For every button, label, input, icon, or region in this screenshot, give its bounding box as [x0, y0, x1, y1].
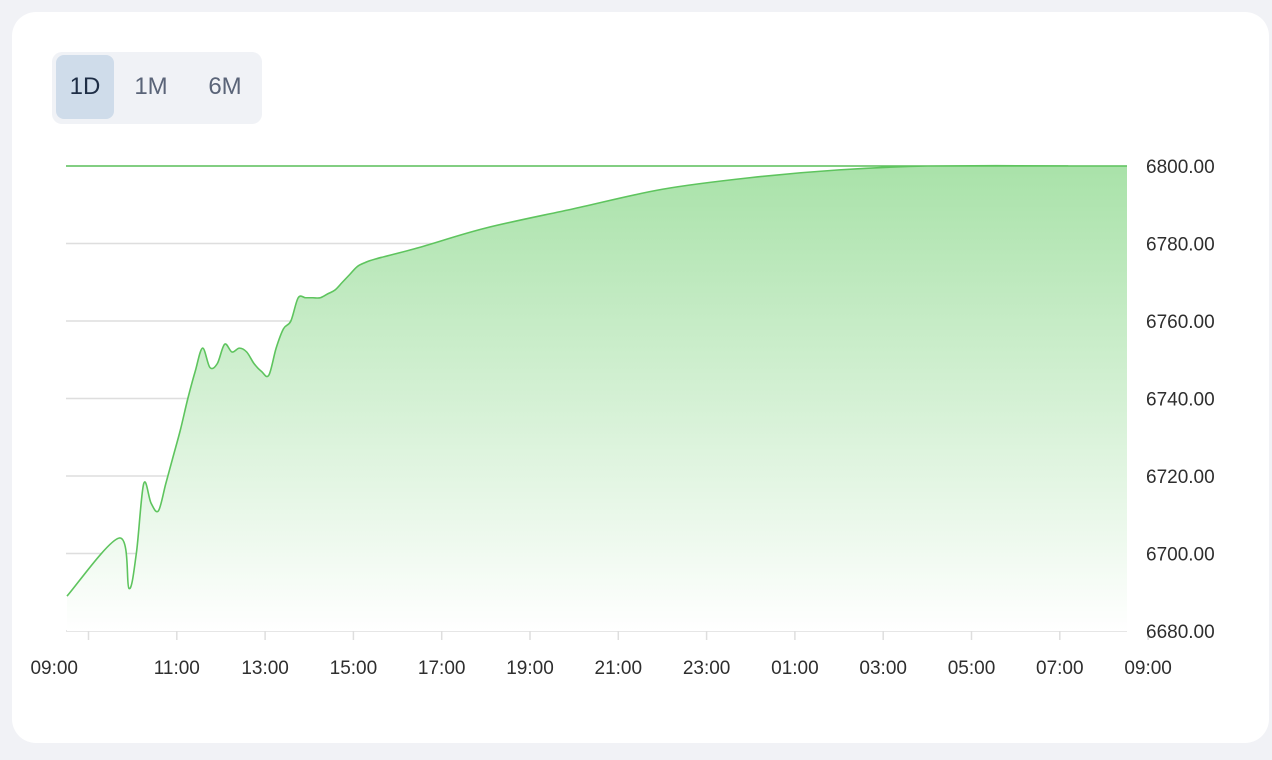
area-fill	[66, 165, 1127, 631]
x-tick-label: 15:00	[330, 658, 378, 679]
x-tick-label: 07:00	[1036, 658, 1084, 679]
y-tick-label: 6740.00	[1146, 390, 1215, 411]
time-range-selector: 1D 1M 6M	[52, 52, 262, 124]
area-series	[66, 164, 1127, 631]
x-tick-label: 01:00	[771, 658, 819, 679]
y-tick-label: 6780.00	[1146, 235, 1215, 256]
y-tick-label: 6800.00	[1146, 157, 1215, 178]
x-tick-label: 11:00	[154, 658, 200, 679]
x-axis: 09:00 11:00 13:00 15:00 17:00 19:00 21:00 23:00…	[30, 631, 1172, 679]
y-tick-label: 6700.00	[1146, 545, 1215, 566]
y-tick-label: 6720.00	[1146, 467, 1215, 488]
y-tick-label: 6680.00	[1146, 622, 1215, 643]
x-tick-label: 09:00	[1124, 658, 1172, 679]
x-tick-label: 09:00	[30, 658, 78, 679]
y-axis: 6800.00 6780.00 6760.00 6740.00 6720.00 6700.…	[1146, 157, 1215, 643]
tab-1m[interactable]: 1M	[134, 73, 168, 100]
x-tick-label: 05:00	[948, 658, 996, 679]
y-tick-label: 6760.00	[1146, 312, 1215, 333]
x-tick-label: 21:00	[595, 658, 643, 679]
x-tick-label: 17:00	[418, 658, 466, 679]
x-tick-label: 23:00	[683, 658, 731, 679]
x-tick-label: 19:00	[506, 658, 554, 679]
x-tick-label: 03:00	[859, 658, 907, 679]
tab-1d[interactable]: 1D	[56, 55, 114, 119]
x-tick-label: 13:00	[241, 658, 289, 679]
tab-6m[interactable]: 6M	[208, 73, 242, 100]
